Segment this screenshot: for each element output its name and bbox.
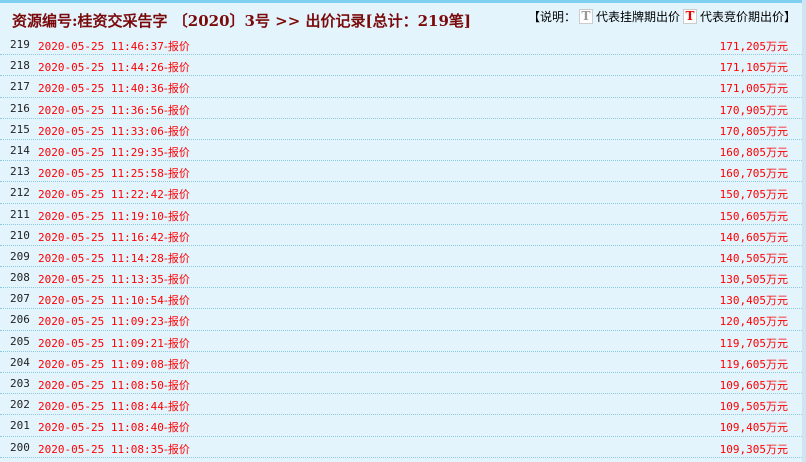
bid-number: 217: [10, 80, 30, 94]
bid-number: 218: [10, 59, 30, 73]
header: 资源编号:桂资交采告字 〔2020〕3号 >> 出价记录[总计：219笔] 【说…: [0, 3, 802, 34]
bid-number: 211: [10, 207, 30, 221]
bid-price: 120,405万元: [719, 315, 788, 329]
table-row: 209 2020-05-25 11:14:28-报价 140,505万元: [0, 246, 802, 268]
bid-time: 2020-05-25 11:25:58-报价: [38, 167, 190, 181]
bid-number: 204: [10, 355, 30, 369]
bid-price: 130,505万元: [719, 273, 788, 287]
bid-price: 171,105万元: [719, 61, 788, 75]
bid-time: 2020-05-25 11:14:28-报价: [38, 251, 190, 265]
table-row: 211 2020-05-25 11:19:10-报价 150,605万元: [0, 204, 802, 225]
bid-time: 2020-05-25 11:08:35-报价: [38, 442, 190, 456]
table-row: 205 2020-05-25 11:09:21-报价 119,705万元: [0, 331, 802, 352]
table-row: 219 2020-05-25 11:46:37-报价 171,205万元: [0, 34, 802, 56]
table-row: 214 2020-05-25 11:29:35-报价 160,805万元: [0, 140, 802, 162]
bid-time: 2020-05-25 11:10:54-报价: [38, 294, 190, 308]
bid-time: 2020-05-25 11:08:44-报价: [38, 400, 190, 414]
bid-time: 2020-05-25 11:33:06-报价: [38, 124, 190, 138]
bid-number: 206: [10, 313, 30, 327]
bid-price: 109,305万元: [719, 442, 788, 456]
bid-number: 201: [10, 419, 30, 433]
listing-bid-icon: T: [578, 9, 593, 24]
bid-number: 209: [10, 249, 30, 263]
table-row: 202 2020-05-25 11:08:44-报价 109,505万元: [0, 394, 802, 416]
bid-time: 2020-05-25 11:09:08-报价: [38, 357, 190, 371]
table-row: 215 2020-05-25 11:33:06-报价 170,805万元: [0, 119, 802, 140]
table-row: 208 2020-05-25 11:13:35-报价 130,505万元: [0, 267, 802, 289]
page-title: 资源编号:桂资交采告字 〔2020〕3号 >> 出价记录[总计：219笔]: [12, 12, 472, 30]
legend: 【说明： T 代表挂牌期出价 T 代表竞价期出价】: [528, 8, 796, 25]
auction-bid-icon: T: [682, 9, 697, 24]
bid-price: 170,805万元: [719, 124, 788, 138]
legend-prefix: 【说明：: [527, 10, 576, 24]
bid-time: 2020-05-25 11:09:23-报价: [38, 315, 190, 329]
bid-price: 170,905万元: [719, 103, 788, 117]
bid-number: 215: [10, 122, 30, 136]
table-row: 213 2020-05-25 11:25:58-报价 160,705万元: [0, 161, 802, 183]
bid-price: 109,505万元: [719, 400, 788, 414]
bid-price: 140,605万元: [719, 230, 788, 244]
bid-list: 219 2020-05-25 11:46:37-报价 171,205万元 218 …: [0, 34, 802, 458]
bid-number: 203: [10, 377, 30, 390]
bid-price: 119,705万元: [719, 336, 788, 350]
table-row: 217 2020-05-25 11:40:36-报价 171,005万元: [0, 76, 802, 98]
bid-number: 213: [10, 165, 30, 179]
table-row: 201 2020-05-25 11:08:40-报价 109,405万元: [0, 415, 802, 437]
table-row: 212 2020-05-25 11:22:42-报价 150,705万元: [0, 182, 802, 204]
table-row: 216 2020-05-25 11:36:56-报价 170,905万元: [0, 98, 802, 119]
table-row: 200 2020-05-25 11:08:35-报价 109,305万元: [0, 437, 802, 458]
bid-price: 109,405万元: [719, 421, 788, 435]
bid-price: 160,705万元: [719, 167, 788, 181]
bid-number: 216: [10, 101, 30, 115]
bid-price: 150,605万元: [719, 209, 788, 223]
bid-price: 140,505万元: [719, 251, 788, 265]
bid-number: 207: [10, 292, 30, 306]
bid-number: 212: [10, 186, 30, 200]
bid-number: 208: [10, 271, 30, 285]
table-row: 207 2020-05-25 11:10:54-报价 130,405万元: [0, 288, 802, 310]
bid-time: 2020-05-25 11:08:50-报价: [38, 379, 190, 392]
bid-time: 2020-05-25 11:44:26-报价: [38, 61, 190, 75]
bid-time: 2020-05-25 11:19:10-报价: [38, 209, 190, 223]
bid-time: 2020-05-25 11:40:36-报价: [38, 82, 190, 96]
bid-time: 2020-05-25 11:13:35-报价: [38, 273, 190, 287]
bid-time: 2020-05-25 11:46:37-报价: [38, 40, 190, 53]
bid-number: 210: [10, 228, 30, 242]
bid-price: 119,605万元: [719, 357, 788, 371]
legend-auction-label: 代表竞价期出价】: [699, 10, 796, 24]
bid-number: 205: [10, 334, 30, 348]
table-row: 210 2020-05-25 11:16:42-报价 140,605万元: [0, 225, 802, 246]
bid-number: 202: [10, 398, 30, 412]
scrollbar[interactable]: [802, 0, 806, 462]
table-row: 206 2020-05-25 11:09:23-报价 120,405万元: [0, 309, 802, 331]
bid-price: 171,005万元: [719, 82, 788, 96]
bid-price: 150,705万元: [719, 188, 788, 202]
bid-price: 171,205万元: [719, 40, 788, 53]
bid-number: 200: [10, 440, 30, 454]
bid-time: 2020-05-25 11:08:40-报价: [38, 421, 190, 435]
bid-time: 2020-05-25 11:16:42-报价: [38, 230, 190, 244]
bid-price: 130,405万元: [719, 294, 788, 308]
bid-time: 2020-05-25 11:09:21-报价: [38, 336, 190, 350]
bid-time: 2020-05-25 11:29:35-报价: [38, 145, 190, 159]
table-row: 218 2020-05-25 11:44:26-报价 171,105万元: [0, 55, 802, 77]
table-row: 204 2020-05-25 11:09:08-报价 119,605万元: [0, 352, 802, 373]
bid-time: 2020-05-25 11:36:56-报价: [38, 103, 190, 117]
bid-number: 214: [10, 143, 30, 157]
bid-time: 2020-05-25 11:22:42-报价: [38, 188, 190, 202]
table-row: 203 2020-05-25 11:08:50-报价 109,605万元: [0, 373, 802, 395]
bid-price: 109,605万元: [719, 379, 788, 392]
bid-number: 219: [10, 38, 30, 51]
bid-price: 160,805万元: [719, 145, 788, 159]
legend-listing-label: 代表挂牌期出价: [595, 10, 680, 24]
